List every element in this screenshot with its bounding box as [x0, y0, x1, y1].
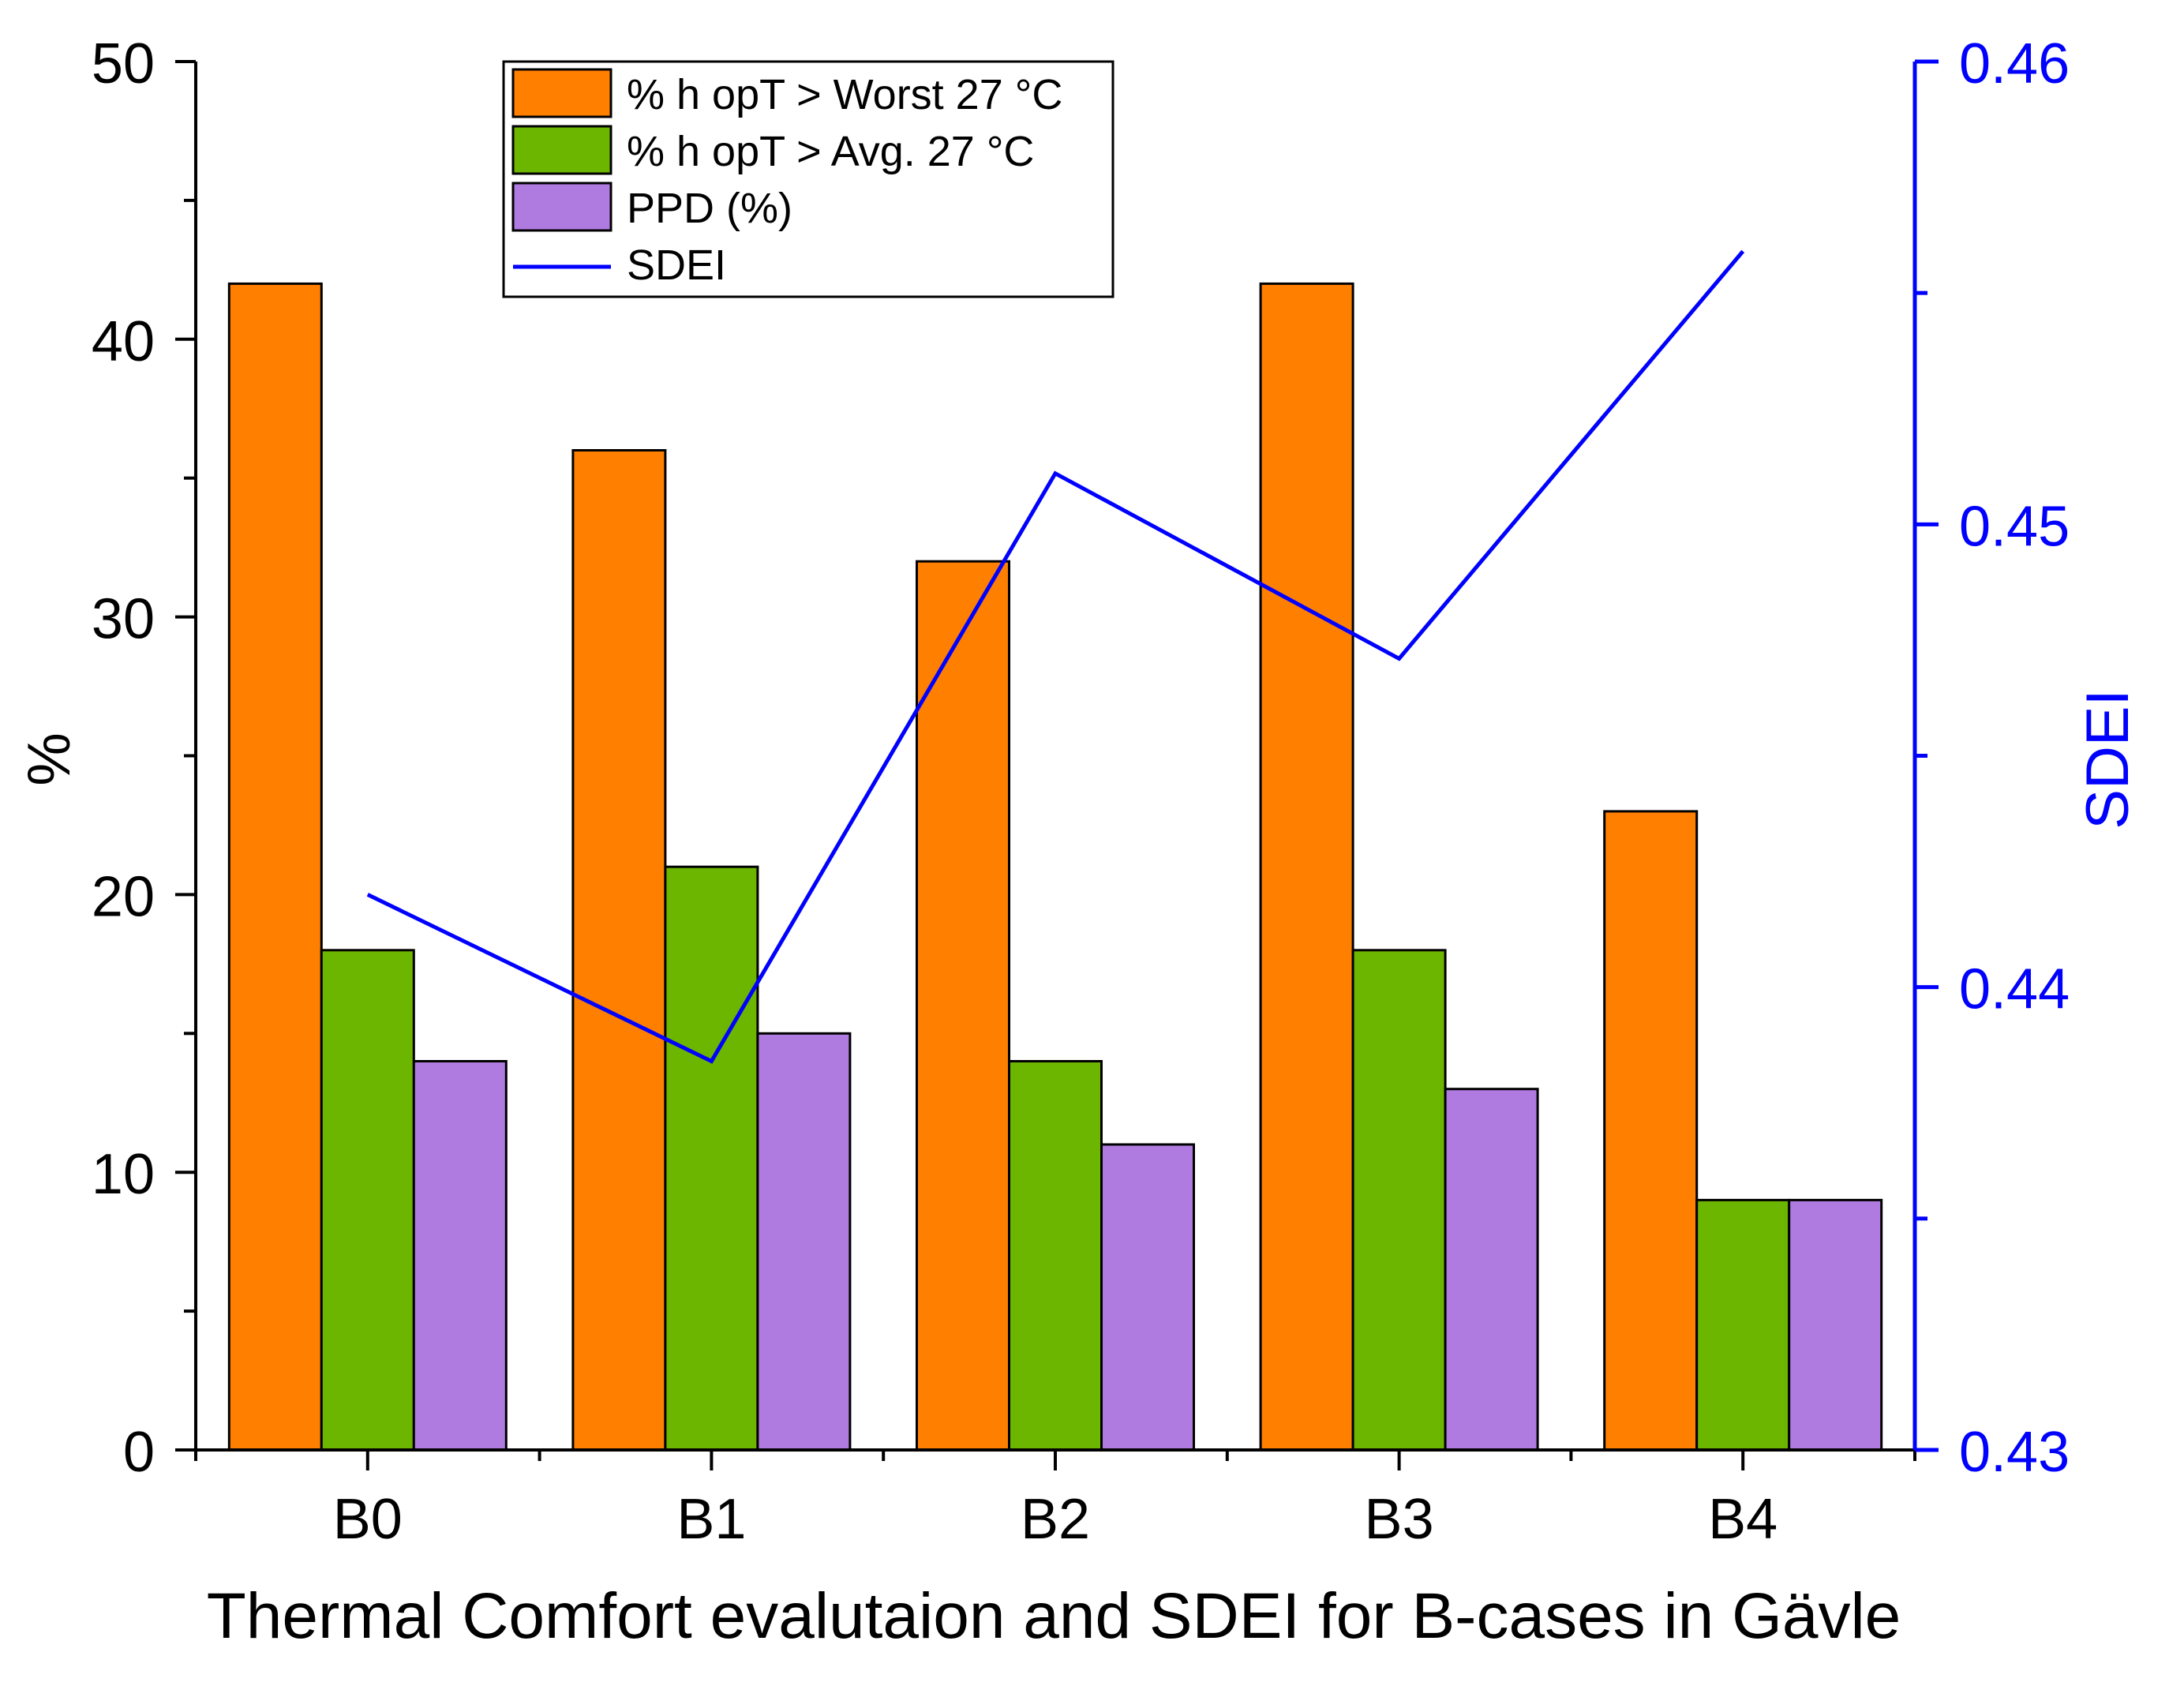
- y-tick-label: 20: [92, 865, 155, 928]
- x-tick-label-b1: B1: [676, 1488, 746, 1551]
- bar-b4-series-3: [1789, 1200, 1882, 1450]
- x-tick-label-b3: B3: [1365, 1488, 1434, 1551]
- y-axis-title: %: [16, 732, 83, 786]
- y2-tick-label: 0.46: [1959, 32, 2070, 96]
- x-tick-label-b0: B0: [333, 1488, 403, 1551]
- bar-b4-series-2: [1697, 1200, 1789, 1450]
- y-tick-label: 0: [123, 1421, 155, 1484]
- bar-b0-series-3: [414, 1062, 506, 1451]
- legend-swatch-3: [513, 183, 611, 230]
- x-tick-label-b2: B2: [1021, 1488, 1090, 1551]
- bar-b3-series-3: [1445, 1089, 1538, 1450]
- bar-b2-series-3: [1102, 1144, 1194, 1450]
- y2-tick-label: 0.44: [1959, 958, 2070, 1021]
- bar-b1-series-1: [573, 451, 665, 1451]
- bar-b2-series-2: [1010, 1062, 1102, 1451]
- legend: % h opT > Worst 27 °C % h opT > Avg. 27 °…: [504, 62, 1113, 297]
- y-tick-label: 50: [92, 32, 155, 96]
- bar-b2-series-1: [917, 561, 1010, 1450]
- bar-b3-series-1: [1261, 283, 1353, 1450]
- y2-tick-label: 0.43: [1959, 1421, 2070, 1484]
- y-tick-label: 30: [92, 588, 155, 651]
- legend-swatch-1: [513, 69, 611, 117]
- legend-swatch-2: [513, 126, 611, 174]
- y2-axis-title: SDEI: [2074, 689, 2141, 829]
- legend-label-2: % h opT > Avg. 27 °C: [627, 128, 1034, 175]
- y2-tick-label: 0.45: [1959, 495, 2070, 558]
- legend-label-3: PPD (%): [627, 185, 792, 232]
- y-tick-label: 40: [92, 310, 155, 373]
- bar-b4-series-1: [1605, 811, 1697, 1450]
- bar-b0-series-1: [229, 283, 321, 1450]
- legend-label-1: % h opT > Worst 27 °C: [627, 71, 1062, 118]
- bar-b1-series-2: [665, 867, 758, 1450]
- bar-b0-series-2: [321, 950, 414, 1450]
- x-axis-title: Thermal Comfort evalutaion and SDEI for …: [207, 1580, 1901, 1652]
- bar-b1-series-3: [758, 1033, 850, 1450]
- x-tick-label-b4: B4: [1708, 1488, 1778, 1551]
- y-tick-label: 10: [92, 1143, 155, 1206]
- bar-b3-series-2: [1353, 950, 1445, 1450]
- legend-label-4: SDEI: [627, 242, 726, 289]
